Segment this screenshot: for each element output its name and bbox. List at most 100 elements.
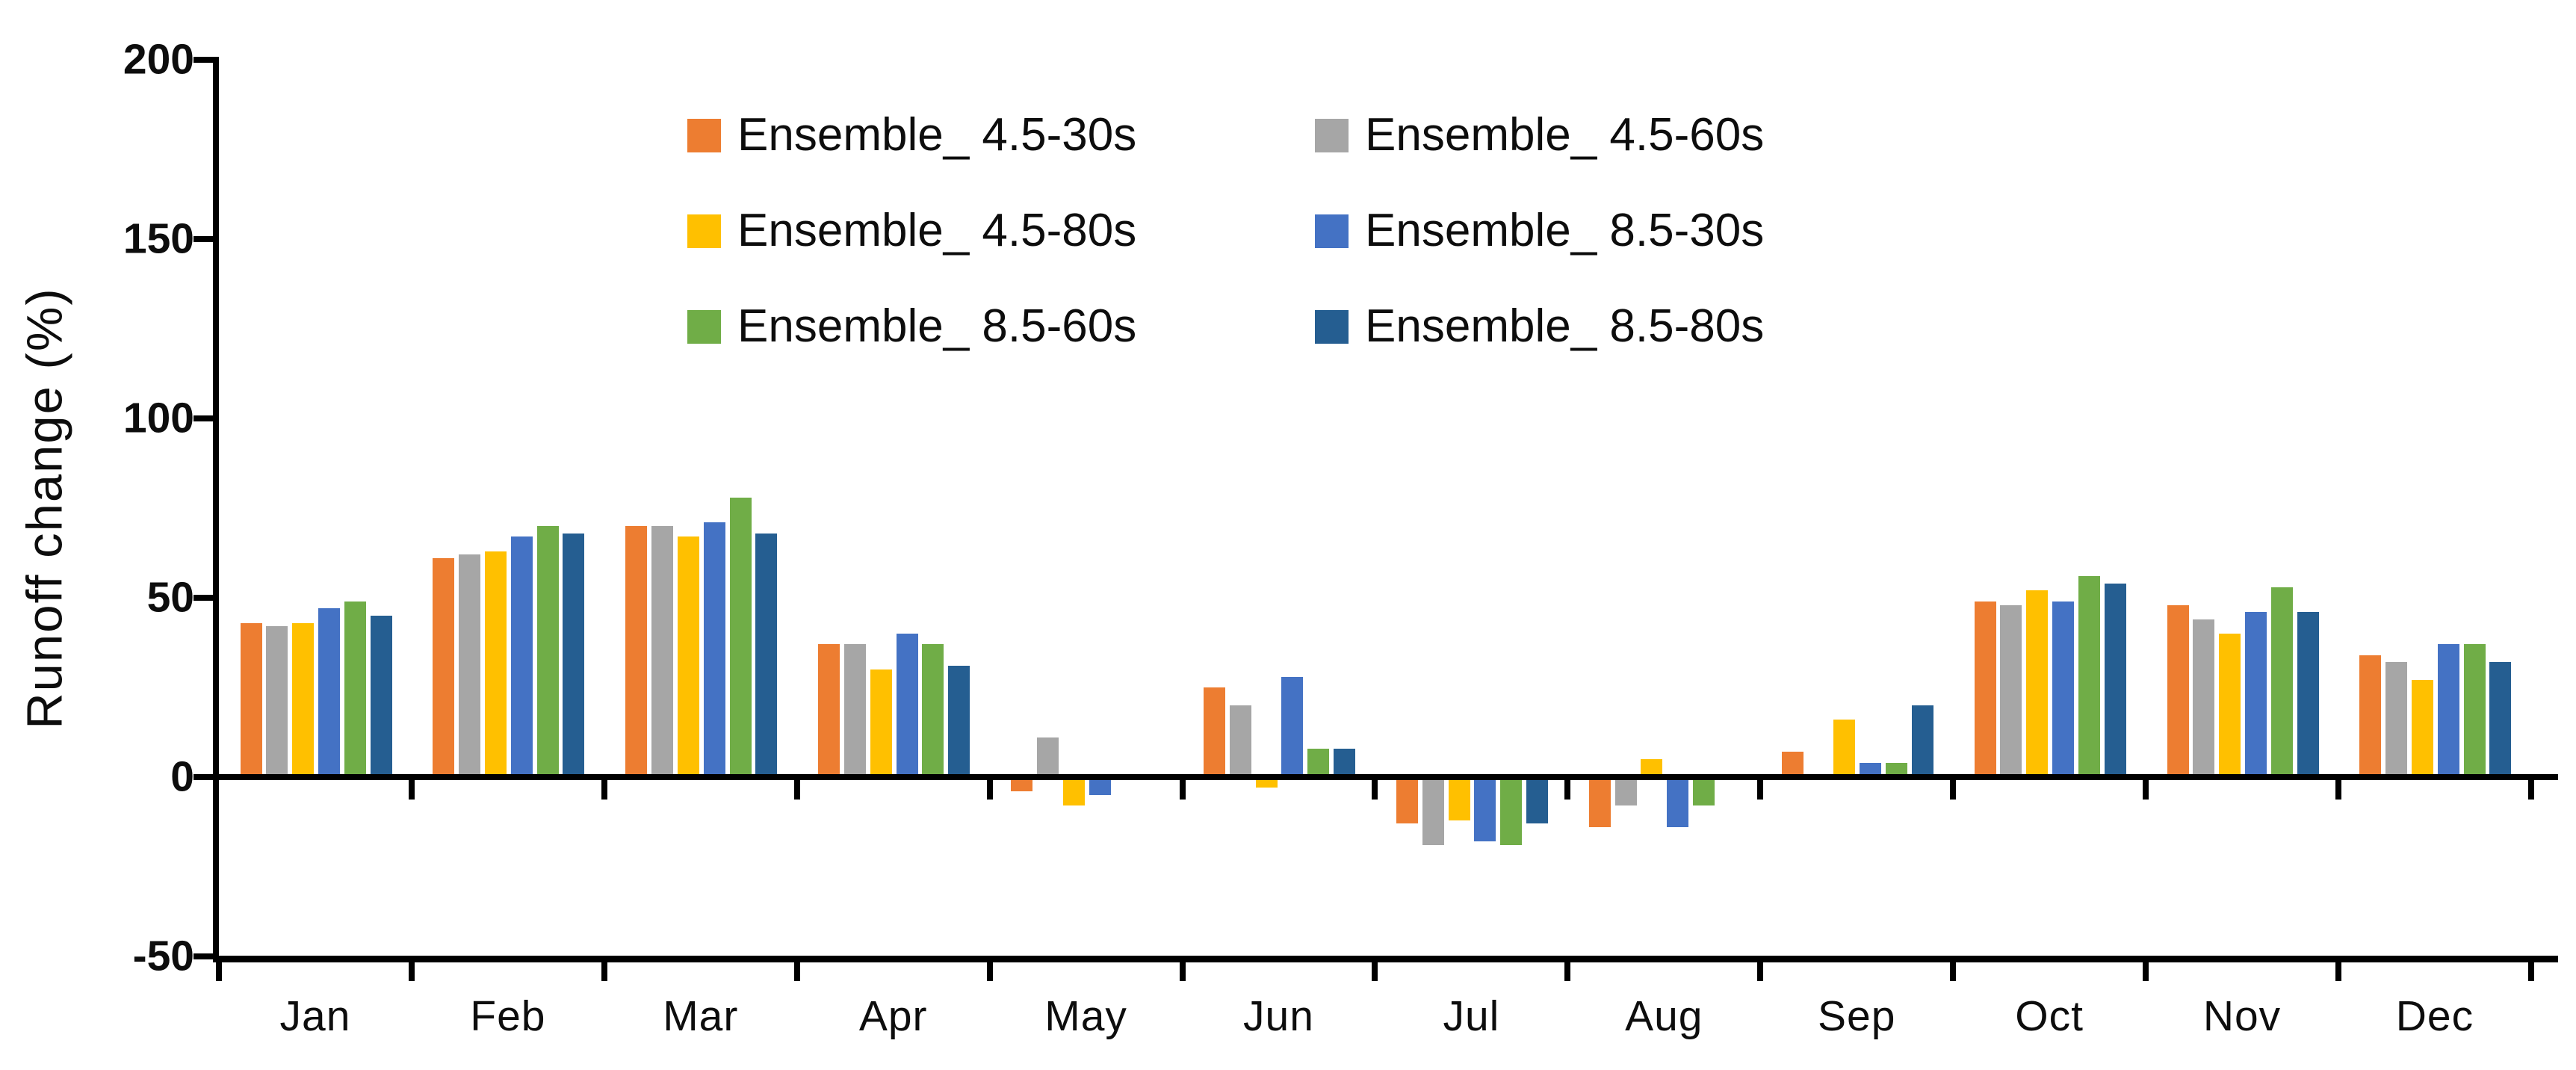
legend-series-name: Ensemble_ 8.5-60s (737, 300, 1137, 352)
legend-item-6: Ensemble_ 8.5-80s (1315, 303, 1764, 350)
bar-jan-s6 (370, 616, 392, 777)
y-tick-label: 0 (170, 752, 194, 801)
bar-dec-s6 (2489, 662, 2512, 777)
baseline-month-tick (793, 780, 800, 800)
x-axis-label-jul: Jul (1443, 992, 1500, 1040)
y-tick-label: 50 (146, 573, 194, 622)
bar-apr-s4 (896, 634, 918, 777)
bar-feb-s1 (433, 558, 455, 777)
bottom-spine (213, 956, 2558, 962)
bar-mar-s3 (677, 536, 699, 777)
bar-mar-s4 (703, 522, 725, 777)
legend-swatch-icon (1315, 309, 1349, 344)
y-axis-title: Runoff change (%) (16, 287, 73, 729)
baseline-month-tick (986, 780, 993, 800)
bar-apr-s6 (948, 666, 970, 777)
bar-dec-s5 (2463, 644, 2486, 777)
legend-item-3: Ensemble_ 4.5-80s (687, 208, 1136, 254)
x-axis-label-jun: Jun (1243, 992, 1314, 1040)
bar-oct-s1 (1974, 601, 1996, 777)
legend-item-2: Ensemble_ 4.5-60s (1315, 112, 1764, 158)
bottomspine-month-tick (408, 962, 415, 981)
bar-feb-s5 (536, 526, 559, 777)
bottomspine-month-tick (1564, 962, 1571, 981)
bar-jan-s2 (266, 626, 288, 777)
y-tick (193, 595, 213, 601)
bar-apr-s2 (844, 644, 866, 777)
legend-series-name: Ensemble_ 8.5-30s (1365, 205, 1765, 256)
bar-jan-s3 (292, 622, 315, 777)
bar-feb-s3 (485, 551, 507, 777)
x-axis-label-oct: Oct (2015, 992, 2084, 1040)
bottomspine-month-tick (601, 962, 607, 981)
bar-nov-s5 (2270, 587, 2293, 777)
y-tick (193, 236, 213, 242)
bar-oct-s2 (2000, 604, 2022, 777)
y-tick (193, 57, 213, 63)
bar-aug-s1 (1588, 777, 1611, 828)
baseline-month-tick (2335, 780, 2341, 800)
x-axis-label-nov: Nov (2202, 992, 2282, 1040)
legend-swatch-icon (1315, 214, 1349, 248)
x-axis-label-sep: Sep (1817, 992, 1896, 1040)
bar-jul-s5 (1500, 777, 1523, 846)
x-axis-label-feb: Feb (470, 992, 546, 1040)
zero-baseline (213, 774, 2558, 780)
bar-oct-s4 (2052, 601, 2074, 777)
bar-dec-s4 (2437, 644, 2459, 777)
baseline-month-tick (1950, 780, 1957, 800)
bar-jun-s5 (1307, 748, 1330, 777)
bar-mar-s5 (729, 497, 752, 777)
bar-apr-s5 (922, 644, 944, 777)
bar-nov-s1 (2167, 604, 2189, 777)
y-axis-line (213, 57, 219, 962)
x-axis-label-aug: Aug (1625, 992, 1703, 1040)
y-tick (193, 774, 213, 780)
legend-series-name: Ensemble_ 4.5-60s (1365, 109, 1765, 161)
bar-nov-s3 (2219, 634, 2241, 777)
bar-jun-s2 (1229, 705, 1251, 777)
bar-oct-s5 (2078, 576, 2100, 777)
bar-jul-s6 (1526, 777, 1548, 824)
bar-may-s3 (1062, 777, 1085, 806)
baseline-month-tick (2527, 780, 2534, 800)
bar-mar-s2 (651, 526, 674, 777)
legend-swatch-icon (687, 118, 721, 152)
x-axis-label-dec: Dec (2395, 992, 2474, 1040)
legend-swatch-icon (687, 214, 721, 248)
bar-apr-s3 (870, 669, 892, 777)
bar-mar-s6 (755, 533, 778, 777)
legend-row: Ensemble_ 8.5-60s Ensemble_ 8.5-80s (687, 303, 1764, 350)
bar-sep-s1 (1781, 752, 1803, 777)
bar-jul-s2 (1422, 777, 1444, 846)
bar-jan-s1 (240, 622, 262, 777)
bar-jun-s1 (1204, 687, 1225, 777)
bar-feb-s6 (563, 533, 585, 777)
bar-nov-s2 (2193, 619, 2215, 777)
bar-may-s4 (1089, 777, 1111, 795)
bar-dec-s2 (2385, 662, 2408, 777)
bar-jan-s4 (318, 608, 340, 777)
bar-may-s2 (1036, 737, 1059, 777)
legend-swatch-icon (687, 309, 721, 344)
bar-oct-s3 (2026, 590, 2049, 777)
bottomspine-month-tick (1757, 962, 1764, 981)
legend: Ensemble_ 4.5-30s Ensemble_ 4.5-60s Ensemb… (687, 112, 1764, 399)
bar-sep-s3 (1833, 720, 1856, 777)
bar-jul-s1 (1396, 777, 1418, 824)
y-tick-label: 150 (123, 214, 194, 263)
baseline-month-tick (601, 780, 607, 800)
bar-sep-s4 (1860, 762, 1882, 777)
bar-aug-s2 (1614, 777, 1637, 806)
bar-aug-s5 (1693, 777, 1715, 806)
bottomspine-month-tick (2335, 962, 2341, 981)
bottomspine-month-tick (2527, 962, 2534, 981)
legend-item-4: Ensemble_ 8.5-30s (1315, 208, 1764, 254)
y-tick (193, 953, 213, 959)
x-axis-label-mar: Mar (663, 992, 739, 1040)
bottomspine-month-tick (1372, 962, 1378, 981)
legend-series-name: Ensemble_ 8.5-80s (1365, 300, 1765, 352)
legend-item-5: Ensemble_ 8.5-60s (687, 303, 1136, 350)
bar-nov-s6 (2297, 612, 2319, 777)
